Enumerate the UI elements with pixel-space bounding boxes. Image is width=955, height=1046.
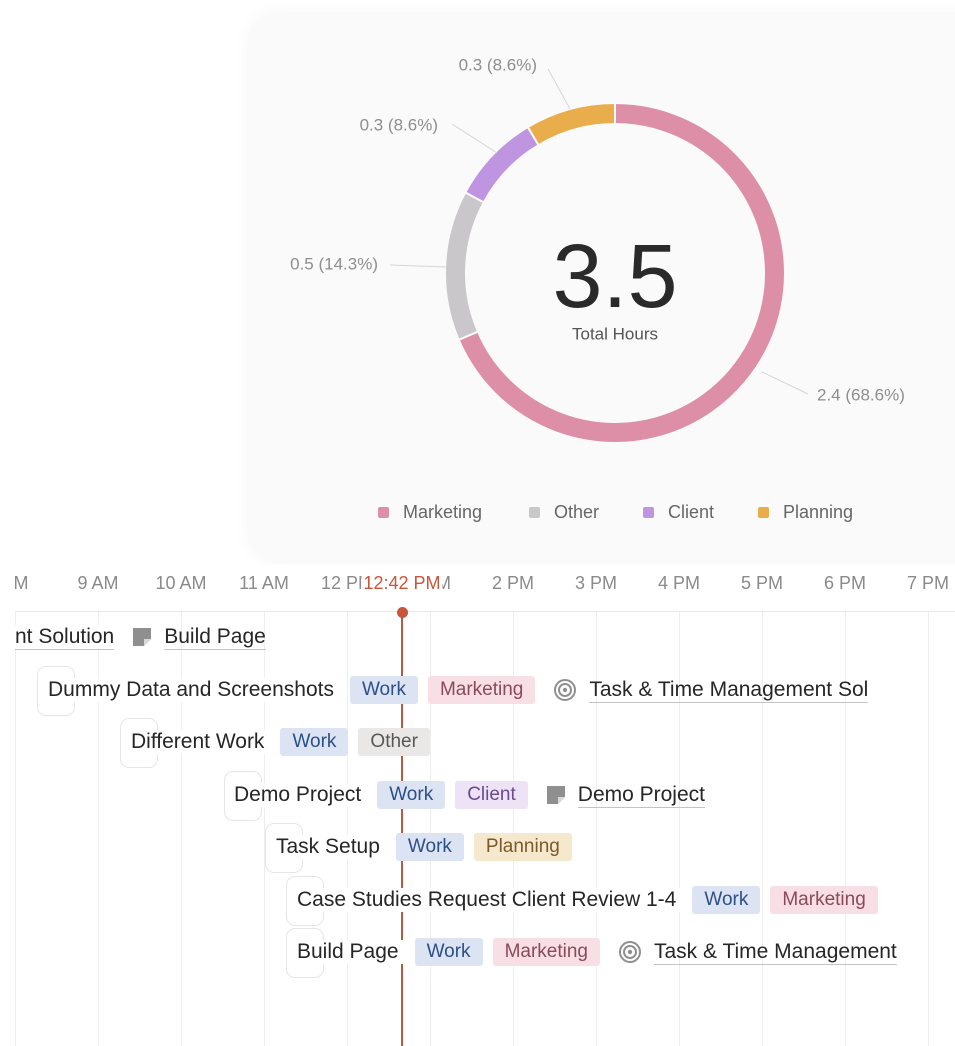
legend-swatch (378, 507, 389, 518)
row-title: Build Page (297, 940, 405, 964)
donut-segment (463, 125, 540, 204)
legend-label: Planning (783, 502, 853, 522)
row-title: Demo Project (234, 783, 368, 807)
tag: Work (414, 938, 483, 966)
hour-label: 5 PM (740, 573, 784, 593)
header-divider (15, 611, 955, 612)
timeline-row: Case Studies Request Client Review 1-4 Wo… (297, 882, 878, 918)
tag: Planning (473, 833, 572, 861)
hour-label: 3 PM (574, 573, 618, 593)
grid-line (513, 611, 514, 1046)
tag: Client (455, 781, 528, 809)
row-title: Task Setup (276, 835, 386, 859)
leader-line (761, 371, 809, 395)
linked-item[interactable]: Task & Time Management Sol (553, 677, 869, 703)
donut-segment (526, 101, 616, 147)
value-label: 0.5 (14.3%) (290, 254, 378, 273)
legend-label: Marketing (403, 502, 482, 522)
legend-label: Client (668, 502, 714, 522)
leader-line (547, 68, 571, 110)
timeline-row: Task Setup Work Planning (276, 829, 572, 865)
grid-line (264, 611, 265, 1046)
hour-label: 6 PM (823, 573, 867, 593)
hour-label: 4 PM (657, 573, 701, 593)
linked-item[interactable]: Task & Time Management (618, 940, 897, 965)
grid-line (181, 611, 182, 1046)
tag: Work (280, 728, 349, 756)
value-label: 2.4 (68.6%) (817, 385, 905, 404)
row-title: Case Studies Request Client Review 1-4 (297, 888, 683, 912)
linked-item[interactable]: Demo Project (546, 783, 705, 808)
value-label: 0.3 (8.6%) (360, 115, 438, 134)
hour-label: 12 PM (320, 573, 374, 593)
hour-label: AM (15, 573, 29, 593)
hour-label: 2 PM (491, 573, 535, 593)
grid-line (928, 611, 929, 1046)
tag: Marketing (427, 676, 536, 704)
row-title[interactable]: nt Solution (15, 624, 115, 650)
value-label: 0.3 (8.6%) (459, 55, 537, 74)
grid-line (845, 611, 846, 1046)
donut-segment (444, 191, 486, 342)
total-value: 3.5 (552, 227, 677, 327)
link-icon (618, 940, 642, 964)
grid-line (679, 611, 680, 1046)
grid-line (596, 611, 597, 1046)
tag: Work (395, 833, 464, 861)
legend-swatch (529, 507, 540, 518)
tag: Marketing (770, 886, 878, 914)
linked-item[interactable]: Build Page (132, 625, 266, 650)
tag: Other (358, 728, 430, 756)
link-icon (132, 627, 152, 647)
tag: Work (377, 781, 446, 809)
tag: Marketing (492, 938, 600, 966)
legend-swatch (758, 507, 769, 518)
link-icon (553, 678, 577, 702)
row-title: Different Work (131, 730, 271, 754)
grid-line (762, 611, 763, 1046)
legend-label: Other (554, 502, 599, 522)
hour-label: 7 PM (906, 573, 950, 593)
tag: Work (349, 676, 418, 704)
grid-line (98, 611, 99, 1046)
timeline-row: Demo Project Work Client Demo Project (234, 777, 705, 813)
legend-swatch (643, 507, 654, 518)
grid-line (15, 611, 16, 1046)
now-dot (396, 607, 408, 618)
grid-line (430, 611, 431, 1046)
grid-line (347, 611, 348, 1046)
timeline-row: Dummy Data and Screenshots Work Marketing T… (48, 672, 869, 708)
timeline-row: nt Solution Build Page (15, 619, 266, 655)
link-label[interactable]: Task & Time Management Sol (589, 677, 869, 703)
now-line (401, 612, 403, 1046)
now-label: 12:42 PM (361, 573, 443, 594)
donut-chart: 3.5 Total Hours 2.4 (68.6%) 0.5 (14.3%) 0.… (290, 55, 905, 522)
leader-line (389, 264, 447, 268)
link-label[interactable]: Build Page (164, 624, 266, 650)
hour-label: 10 AM (155, 573, 207, 593)
link-label[interactable]: Task & Time Management (653, 939, 897, 965)
timeline-row: Build Page Work Marketing Task & Time Manag… (297, 934, 897, 970)
leader-line (451, 123, 498, 154)
tag: Work (692, 886, 761, 914)
total-label: Total Hours (572, 324, 658, 343)
hour-label: 9 AM (77, 573, 119, 593)
row-title: Dummy Data and Screenshots (48, 678, 340, 702)
hour-label: 11 AM (239, 573, 289, 593)
link-label[interactable]: Demo Project (577, 782, 705, 808)
timeline-row: Different Work Work Other (131, 724, 430, 760)
link-icon (546, 785, 566, 805)
